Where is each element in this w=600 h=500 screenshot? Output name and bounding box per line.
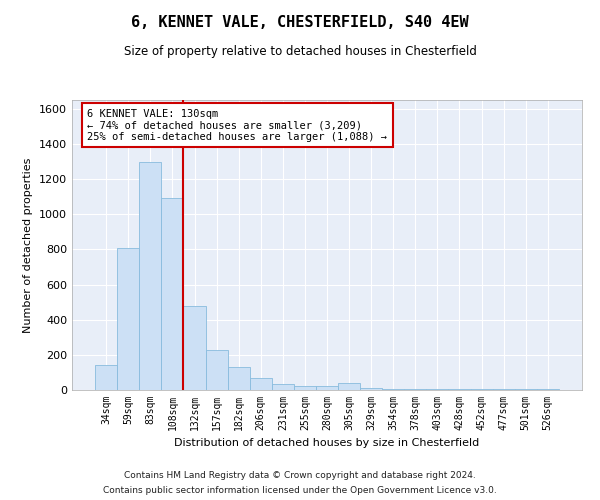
- X-axis label: Distribution of detached houses by size in Chesterfield: Distribution of detached houses by size …: [175, 438, 479, 448]
- Bar: [294, 386, 316, 390]
- Bar: [316, 386, 338, 390]
- Y-axis label: Number of detached properties: Number of detached properties: [23, 158, 34, 332]
- Bar: [184, 306, 206, 390]
- Text: Contains public sector information licensed under the Open Government Licence v3: Contains public sector information licen…: [103, 486, 497, 495]
- Bar: [272, 384, 294, 390]
- Bar: [227, 367, 250, 390]
- Bar: [515, 388, 537, 390]
- Bar: [139, 162, 161, 390]
- Bar: [493, 388, 515, 390]
- Bar: [206, 350, 227, 390]
- Bar: [360, 388, 382, 390]
- Text: 6, KENNET VALE, CHESTERFIELD, S40 4EW: 6, KENNET VALE, CHESTERFIELD, S40 4EW: [131, 15, 469, 30]
- Bar: [338, 383, 360, 390]
- Bar: [161, 198, 184, 390]
- Bar: [117, 248, 139, 390]
- Text: 6 KENNET VALE: 130sqm
← 74% of detached houses are smaller (3,209)
25% of semi-d: 6 KENNET VALE: 130sqm ← 74% of detached …: [88, 108, 388, 142]
- Bar: [250, 378, 272, 390]
- Bar: [427, 388, 448, 390]
- Text: Size of property relative to detached houses in Chesterfield: Size of property relative to detached ho…: [124, 45, 476, 58]
- Bar: [95, 366, 117, 390]
- Bar: [382, 388, 404, 390]
- Bar: [404, 388, 427, 390]
- Bar: [537, 388, 559, 390]
- Bar: [470, 388, 493, 390]
- Text: Contains HM Land Registry data © Crown copyright and database right 2024.: Contains HM Land Registry data © Crown c…: [124, 471, 476, 480]
- Bar: [448, 388, 470, 390]
